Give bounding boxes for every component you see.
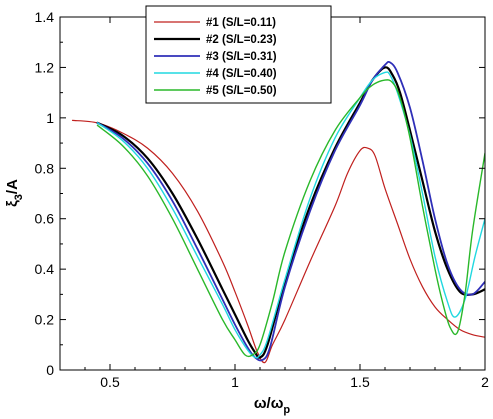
legend-label-2: #2 (S/L=0.23) — [206, 34, 277, 46]
series-line-5 — [96, 79, 485, 358]
x-tick-label: 1 — [231, 374, 239, 390]
x-axis-title: ω/ωp — [254, 395, 291, 416]
legend-label-3: #3 (S/L=0.31) — [206, 51, 277, 63]
y-tick-label: 1.2 — [35, 59, 55, 75]
axis-ticks: 0.5 1 1.5 2 0 0.2 0.4 0.6 0.8 1 1.2 1.4 — [35, 9, 490, 390]
y-axis-title-subscript: 3 — [13, 194, 25, 200]
y-tick-label: 1 — [46, 110, 54, 126]
y-tick-label: 0 — [46, 362, 54, 378]
legend-label-1: #1 (S/L=0.11) — [206, 17, 276, 29]
y-axis-title-main: ξ — [4, 200, 21, 207]
y-axis-title-suffix: /A — [4, 179, 21, 194]
legend-label-5: #5 (S/L=0.50) — [206, 85, 277, 97]
x-axis-title-subscript: p — [283, 404, 290, 416]
y-tick-label: 0.8 — [35, 160, 55, 176]
series-line-4 — [96, 71, 485, 359]
x-tick-label: 1.5 — [350, 374, 370, 390]
x-tick-label: 2 — [481, 374, 489, 390]
series-line-1 — [71, 119, 485, 364]
legend-items: #1 (S/L=0.11) #2 (S/L=0.23) #3 (S/L=0.31) #… — [154, 17, 277, 97]
series-layer — [71, 60, 485, 364]
y-tick-label: 0.2 — [35, 312, 55, 328]
y-tick-label: 0.6 — [35, 211, 55, 227]
x-axis-title-main: ω/ω — [254, 395, 284, 412]
y-tick-label: 1.4 — [35, 9, 55, 25]
y-tick-label: 0.4 — [35, 261, 55, 277]
y-axis-title: ξ3/A — [4, 179, 25, 207]
legend: #1 (S/L=0.11) #2 (S/L=0.23) #3 (S/L=0.31) #… — [145, 5, 332, 104]
legend-label-4: #4 (S/L=0.40) — [206, 68, 277, 80]
x-tick-label: 0.5 — [100, 374, 120, 390]
series-line-2 — [96, 66, 485, 359]
series-line-3 — [96, 60, 485, 362]
